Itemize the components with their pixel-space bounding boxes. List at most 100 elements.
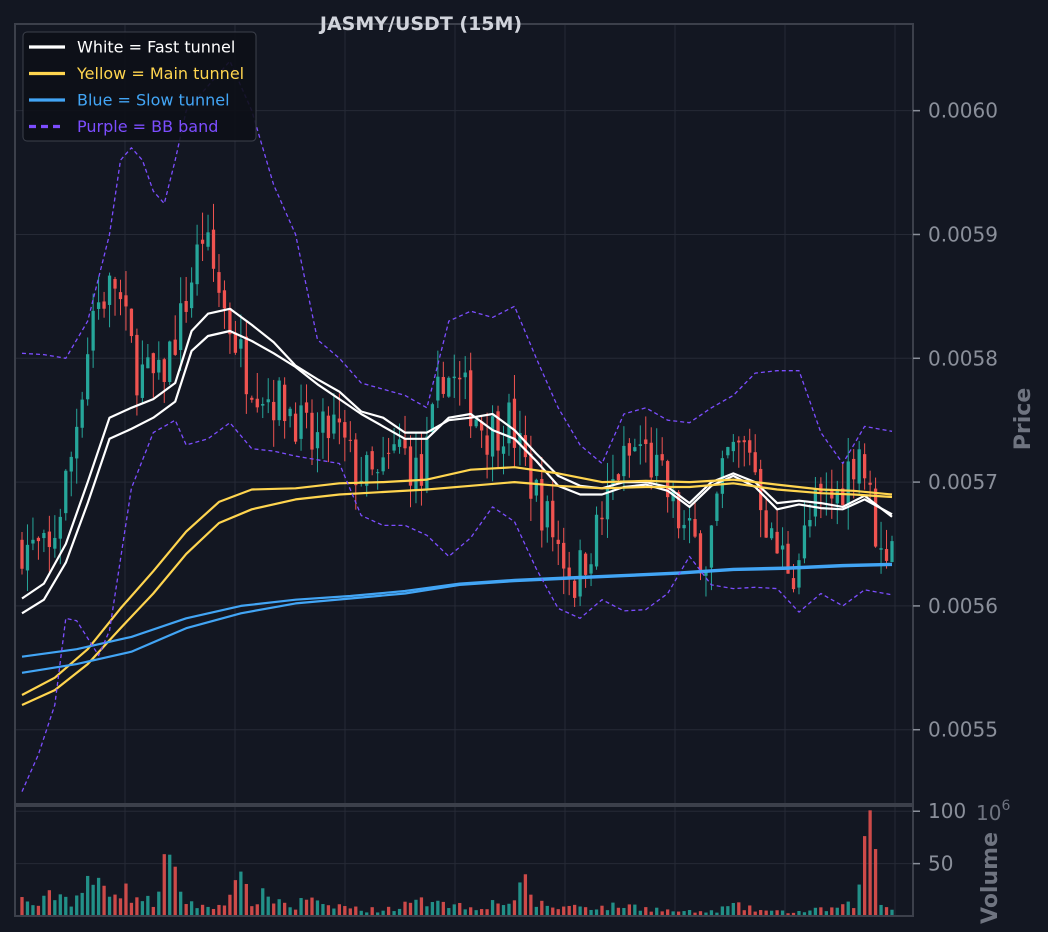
candle-body [485,435,489,455]
candle-body [775,531,779,554]
volume-bar [824,911,828,916]
candle-body [753,452,757,473]
volume-bar [386,906,391,916]
volume-bar [649,911,653,916]
volume-bar [671,911,675,916]
volume-bar [47,890,51,916]
candle-body [802,525,807,559]
volume-bar [365,912,369,916]
volume-bar [835,907,839,916]
indicator-line [21,563,893,674]
volume-bar [91,884,95,916]
candle-body [551,500,555,538]
candle-body [441,376,445,394]
indicator-lines [21,60,893,792]
candle-body [408,446,413,486]
candle-body [80,399,84,428]
volume-bar [501,905,506,916]
price-panel-frame [14,23,914,805]
candle-body [780,545,785,550]
candle-body [573,580,577,598]
candle-body [217,272,221,293]
candle-body [86,354,90,400]
volume-bar [644,907,648,916]
volume-bar [228,894,232,916]
volume-bar [890,909,894,916]
volume-bar [682,911,686,916]
volume-bar [622,907,626,916]
volume-bar [348,908,352,916]
indicator-line [21,419,893,792]
volume-bar [759,910,763,916]
volume-bar [151,906,155,916]
candle-body [567,567,571,578]
candle-body [244,336,248,395]
volume-bar [25,901,30,916]
volume-bar [676,911,681,916]
volume-bar [206,906,210,916]
volume-bar [343,906,347,916]
candle-body [540,479,544,531]
volume-bar [140,901,145,916]
candle-body [644,439,648,445]
candle-body [151,353,155,374]
legend-label: Purple = BB band [77,117,218,136]
volume-multiplier-exponent: 6 [1001,798,1010,814]
candle-body [726,447,730,456]
indicator-line [21,466,893,696]
candle-body [523,435,528,458]
volume-bar [408,902,413,916]
volume-bar [731,902,735,916]
volume-bar [222,905,227,916]
candle-body [589,564,593,574]
volume-bar [600,905,604,916]
volume-bar [458,902,462,916]
candle-body [490,416,495,457]
volume-bar [611,902,615,916]
volume-bar [239,871,243,916]
volume-bar [666,909,670,916]
volume-bar [879,904,883,916]
volume-tick-label: 100 [928,799,966,823]
candle-body [545,501,549,528]
price-tick-label: 0.0057 [928,470,998,494]
legend-label: Yellow = Main tunnel [76,64,244,83]
candle-body [633,447,637,452]
volume-bar [20,897,24,916]
candle-body [381,457,385,472]
candle-body [655,454,659,476]
legend-label: Blue = Slow tunnel [77,91,230,110]
candle-body [682,524,686,529]
candle-body [47,531,51,548]
volume-bars [20,810,894,916]
volume-bar [75,895,79,916]
candle-body [622,445,626,477]
candle-body [75,426,79,459]
candle-body [53,537,57,549]
candle-body [698,533,703,574]
volume-bar [753,911,757,916]
candle-body [20,539,24,569]
volume-bar [852,908,856,916]
candle-body [469,370,473,427]
volume-bar [567,905,571,916]
volume-bar [469,907,473,916]
volume-bar [704,912,708,916]
volume-bar [102,885,106,916]
volume-bar [250,906,254,916]
volume-bar [764,910,768,916]
volume-bar [583,907,588,916]
volume-bar [693,912,697,916]
legend: White = Fast tunnel Yellow = Main tunnel B… [22,31,257,142]
legend-items: White = Fast tunnel Yellow = Main tunnel B… [29,38,244,136]
volume-bar [633,904,637,916]
candle-body [852,458,856,480]
candle-body [288,408,292,417]
candle-body [430,404,435,432]
volume-bar [830,907,834,916]
candle-body [512,398,517,448]
volume-bar [813,907,818,916]
candle-body [129,308,134,337]
volume-bar [884,907,889,916]
candle-body [737,440,741,443]
